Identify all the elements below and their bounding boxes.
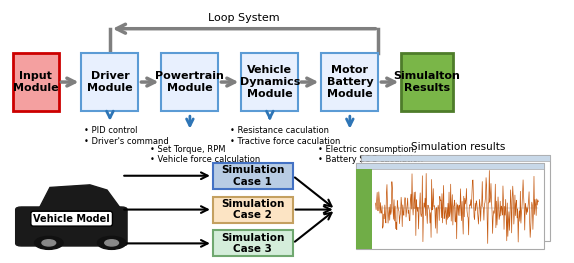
FancyBboxPatch shape (15, 207, 127, 246)
FancyBboxPatch shape (13, 53, 59, 111)
Circle shape (98, 236, 126, 249)
Text: Simulation results: Simulation results (411, 142, 506, 152)
FancyBboxPatch shape (401, 53, 453, 111)
FancyBboxPatch shape (241, 53, 298, 111)
Circle shape (34, 236, 63, 249)
FancyBboxPatch shape (213, 163, 293, 189)
FancyBboxPatch shape (161, 53, 219, 111)
FancyBboxPatch shape (321, 53, 378, 111)
Text: Vehicle
Dynamics
Module: Vehicle Dynamics Module (240, 65, 300, 99)
Text: • Resistance caculation
• Tractive force caculation: • Resistance caculation • Tractive force… (230, 126, 340, 146)
Text: Loop System: Loop System (208, 13, 280, 23)
Text: Simulalton
Results: Simulalton Results (394, 71, 460, 93)
Text: Vehicle Model: Vehicle Model (33, 214, 110, 224)
FancyBboxPatch shape (213, 196, 293, 222)
Text: Simulation
Case 2: Simulation Case 2 (221, 199, 284, 220)
Polygon shape (38, 185, 121, 210)
FancyBboxPatch shape (82, 53, 138, 111)
Text: Input
Module: Input Module (13, 71, 59, 93)
Text: Simulation
Case 3: Simulation Case 3 (221, 232, 284, 254)
Text: • PID control
• Driver's command: • PID control • Driver's command (84, 126, 169, 146)
FancyBboxPatch shape (355, 163, 544, 169)
FancyBboxPatch shape (361, 155, 550, 241)
Circle shape (105, 240, 118, 246)
FancyBboxPatch shape (213, 230, 293, 256)
Text: Driver
Module: Driver Module (87, 71, 133, 93)
Text: Powertrain
Module: Powertrain Module (156, 71, 224, 93)
FancyBboxPatch shape (355, 169, 371, 249)
FancyBboxPatch shape (361, 155, 550, 161)
Text: • Electric consumption,
• Battery SOC caculation: • Electric consumption, • Battery SOC ca… (319, 144, 424, 164)
Text: Simulation
Case 1: Simulation Case 1 (221, 165, 284, 186)
Text: Motor
Battery
Module: Motor Battery Module (327, 65, 373, 99)
Text: • Set Torque, RPM
• Vehicle force calculation: • Set Torque, RPM • Vehicle force calcul… (150, 144, 260, 164)
Circle shape (42, 240, 56, 246)
FancyBboxPatch shape (355, 163, 544, 249)
